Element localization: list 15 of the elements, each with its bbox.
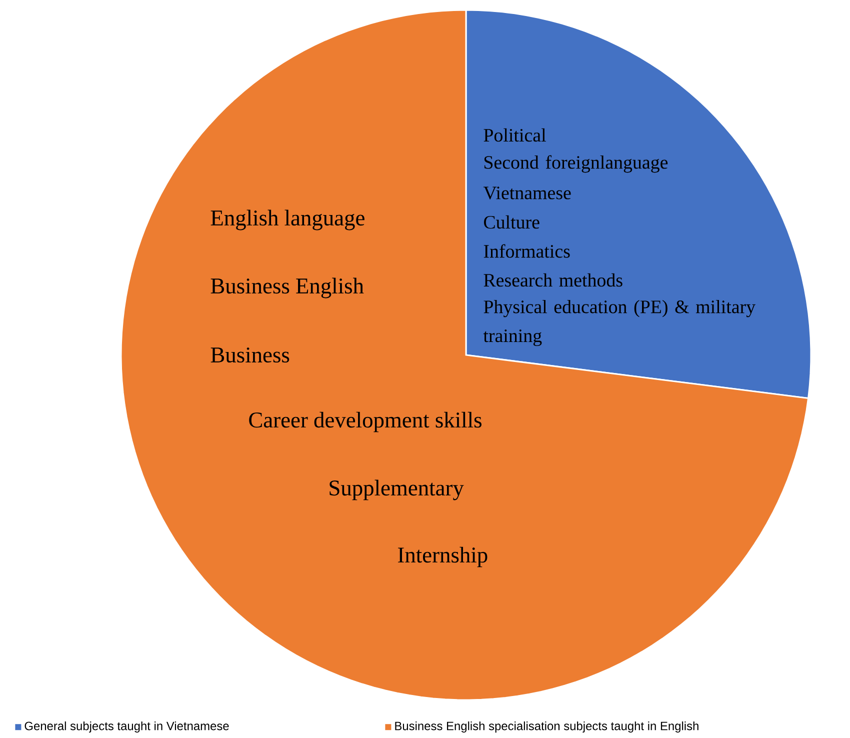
text: Business English bbox=[210, 278, 364, 298]
text: Political bbox=[484, 128, 546, 142]
text: Business bbox=[210, 347, 290, 363]
text: Second foreignlanguage bbox=[484, 155, 668, 173]
text: Supplementary bbox=[330, 480, 464, 500]
text: Internship bbox=[398, 546, 488, 568]
text: English language bbox=[210, 210, 364, 230]
text: Research methods bbox=[484, 273, 622, 287]
text: Culture bbox=[484, 215, 540, 229]
text: Vietnamese bbox=[483, 186, 571, 200]
text: Physical education (PE) & military training bbox=[483, 300, 756, 346]
slice-label: Business English specialisation subjects taught in English bbox=[395, 721, 698, 733]
text: Career development skills bbox=[249, 412, 482, 432]
legend-label: General subjects taught in Vietnamese bbox=[24, 721, 229, 733]
text: Informatics bbox=[484, 244, 570, 258]
